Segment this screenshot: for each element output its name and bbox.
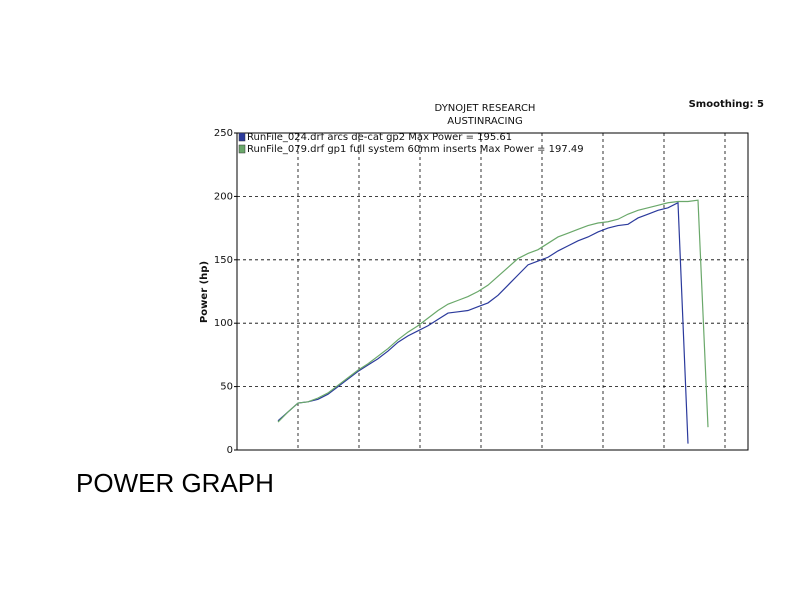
y-tick-label: 150 (214, 255, 233, 266)
legend-swatch (238, 144, 246, 154)
vertical-grid (297, 133, 726, 450)
legend-swatch (238, 132, 246, 142)
y-tick-label: 0 (227, 445, 233, 456)
y-tick-label: 200 (214, 191, 233, 202)
y-tick-label: 100 (214, 318, 233, 329)
y-axis-label: Power (hp) (199, 261, 210, 323)
y-tick-label: 250 (214, 128, 233, 139)
y-tick-label: 50 (220, 382, 233, 393)
legend-label: RunFile_024.drf arcs de-cat gp2 Max Powe… (247, 132, 512, 143)
plot-frame (236, 132, 749, 451)
series-line (277, 201, 689, 444)
series-line (277, 199, 709, 428)
annotation: Smoothing: 5 (689, 99, 764, 110)
legend-label: RunFile_079.drf gp1 full system 60mm ins… (247, 144, 584, 155)
caption: POWER GRAPH (76, 468, 274, 498)
chart-title: DYNOJET RESEARCH (435, 103, 536, 114)
chart-subtitle: AUSTINRACING (447, 116, 522, 127)
